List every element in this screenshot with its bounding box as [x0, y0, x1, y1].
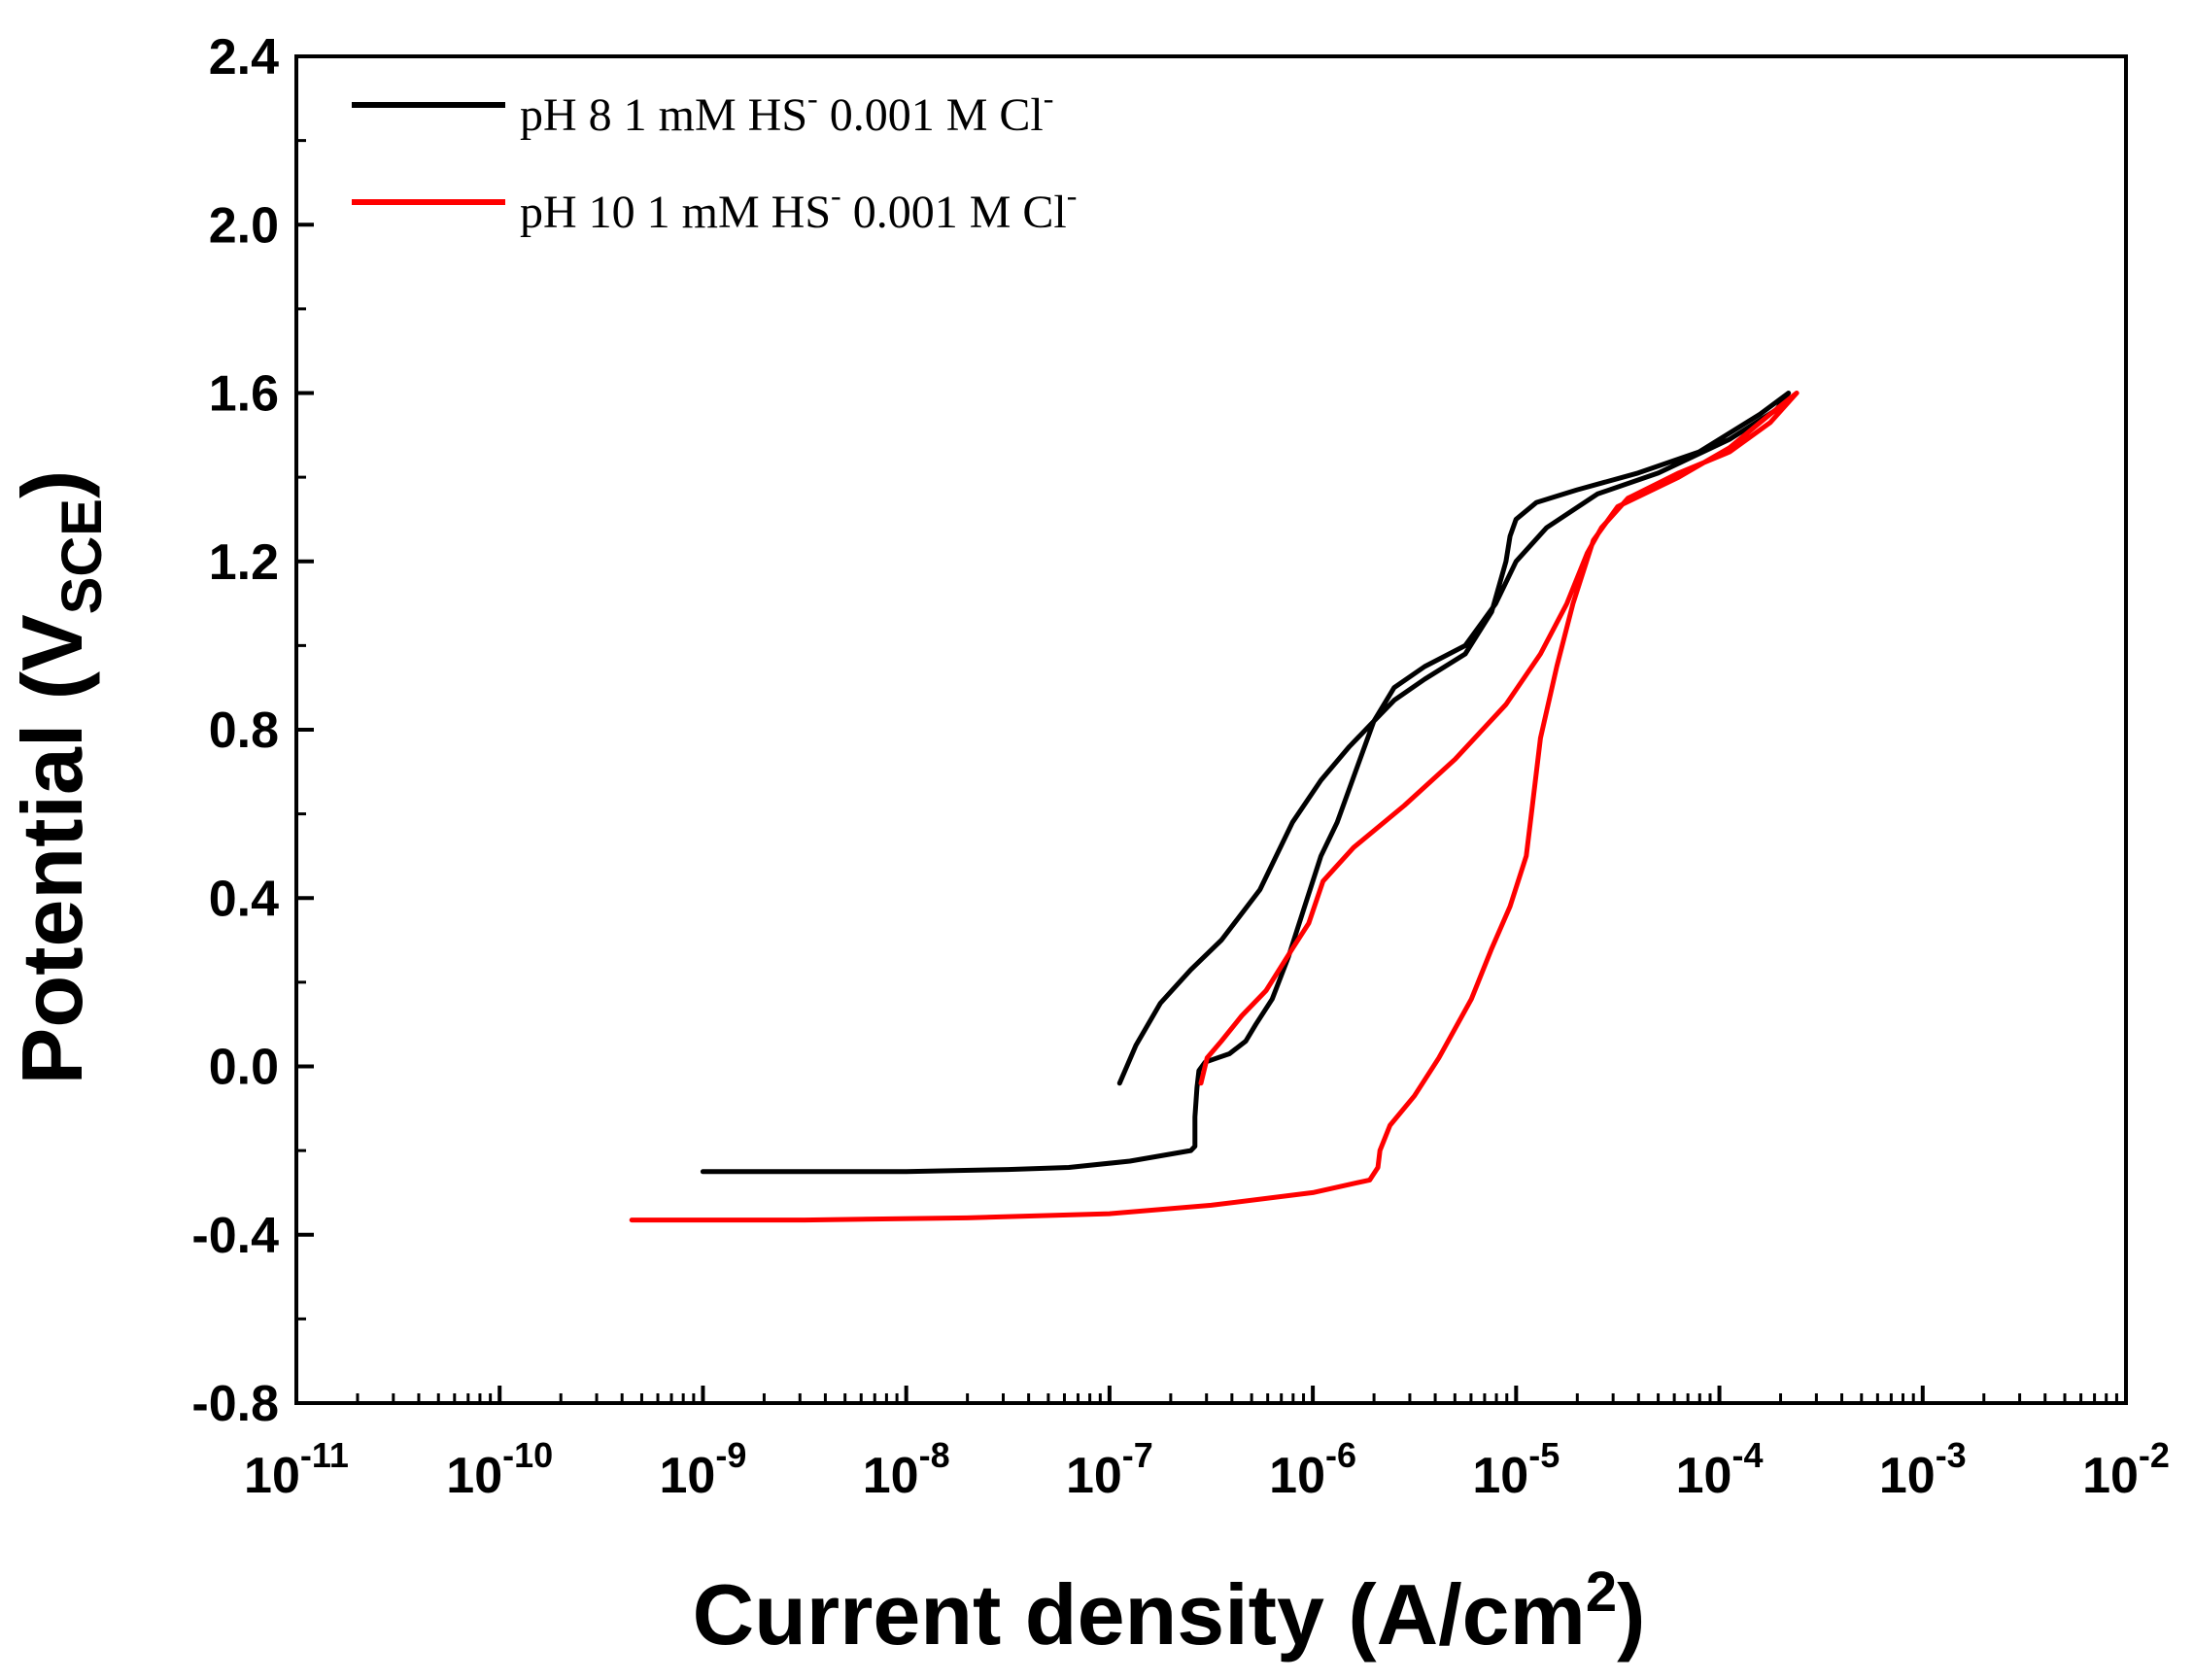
y-tick-label: 0.4 — [209, 871, 279, 927]
x-axis-label: Current density (A/cm2) — [693, 1560, 1646, 1663]
y-axis-label: Potential (VSCE) — [4, 470, 114, 1085]
y-tick-label: 0.8 — [209, 703, 279, 759]
legend: pH 8 1 mM HS- 0.001 M Cl-pH 10 1 mM HS- … — [352, 81, 1077, 238]
x-tick-label: 10-8 — [863, 1435, 950, 1504]
y-tick-label: 0.0 — [209, 1040, 279, 1096]
x-tick-label: 10-5 — [1472, 1435, 1560, 1504]
y-tick-label: 1.2 — [209, 534, 279, 591]
x-tick-label: 10-4 — [1676, 1435, 1764, 1504]
x-tick-label: 10-6 — [1269, 1435, 1356, 1504]
legend-label-2: pH 10 1 mM HS- 0.001 M Cl- — [520, 178, 1077, 238]
plot-frame — [294, 54, 2128, 1405]
x-tick-label: 10-3 — [1879, 1435, 1967, 1504]
series-line-1 — [700, 391, 1792, 1175]
y-tick-label: -0.4 — [191, 1208, 279, 1264]
x-tick-label: 10-7 — [1066, 1435, 1153, 1504]
x-tick-label: 10-10 — [446, 1435, 553, 1504]
y-tick-label: 1.6 — [209, 366, 279, 423]
axes-layer: -0.8 -0.4 0.0 0.4 0.8 1.2 1.6 2.0 2.4 10-11 10-10 1… — [191, 29, 2170, 1504]
series-layer — [629, 391, 1800, 1223]
x-tick-label: 10-9 — [660, 1435, 747, 1504]
x-tick-label: 10-11 — [244, 1435, 349, 1504]
y-tick-label: 2.0 — [209, 197, 279, 254]
legend-label-1: pH 8 1 mM HS- 0.001 M Cl- — [520, 81, 1053, 141]
series-line-2 — [629, 391, 1800, 1223]
y-tick-label: 2.4 — [209, 29, 279, 86]
x-tick-label: 10-2 — [2082, 1435, 2170, 1504]
y-tick-label: -0.8 — [191, 1376, 279, 1432]
